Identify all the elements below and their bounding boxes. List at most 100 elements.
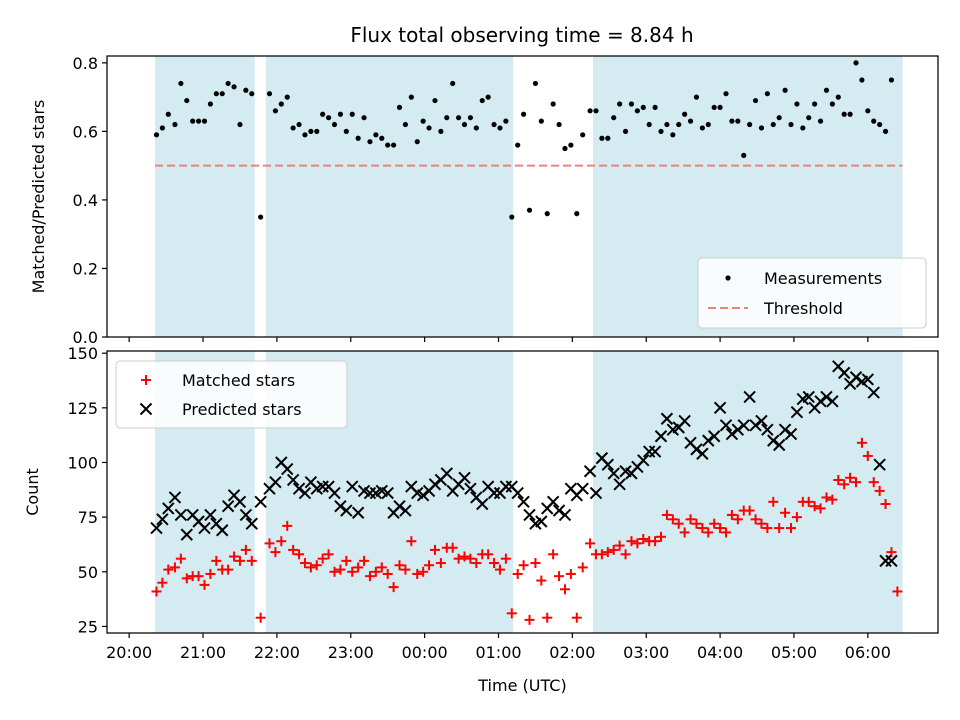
measurement-point [634, 108, 640, 114]
predicted-star-point [286, 473, 300, 487]
measurement-point [272, 108, 279, 114]
top-axes-frame [106, 55, 939, 338]
measurement-point [231, 84, 237, 90]
predicted-star-point [784, 427, 798, 441]
x-tick-label: 00:00 [402, 643, 448, 662]
x-tick-label: 06:00 [845, 643, 891, 662]
matched-star-point [548, 549, 559, 560]
measurement-point [515, 142, 521, 148]
matched-star-point [388, 582, 399, 593]
measurement-point [485, 94, 491, 100]
matched-star-point [276, 536, 287, 547]
matched-star-point [892, 586, 903, 597]
matched-star-point [750, 514, 761, 525]
measurement-point [314, 128, 320, 134]
matched-star-point [483, 549, 494, 560]
measurement-point [159, 125, 165, 131]
matched-star-point [596, 549, 607, 560]
measurement-point [747, 121, 753, 128]
predicted-star-point [654, 430, 668, 443]
measurement-point [503, 118, 509, 124]
predicted-star-point [873, 458, 886, 471]
measurement-point [266, 91, 273, 97]
predicted-star-point [499, 480, 513, 493]
measurement-point [258, 214, 264, 220]
matched-star-point [317, 553, 328, 564]
predicted-star-point [707, 430, 721, 443]
matched-star-point [471, 558, 482, 569]
predicted-star-point [535, 515, 548, 528]
matched-star-point [518, 560, 529, 571]
matched-star-point [715, 523, 726, 534]
matched-star-point [264, 538, 275, 549]
matched-star-point [768, 496, 779, 507]
legend-box [115, 360, 348, 429]
matched-star-point [780, 507, 791, 518]
matched-star-point [608, 544, 619, 555]
measurement-point [249, 91, 255, 97]
measurement-point [888, 77, 895, 83]
measurement-point [699, 125, 705, 131]
matched-star-point [229, 551, 240, 562]
predicted-star-point [837, 366, 851, 380]
matched-star-point [709, 518, 720, 529]
measurement-point [617, 101, 623, 107]
predicted-star-point [790, 406, 804, 419]
measurement-point [806, 115, 812, 121]
matched-star-point [614, 540, 625, 551]
measurement-point [367, 139, 373, 145]
predicted-star-point [245, 517, 258, 530]
predicted-star-point [523, 508, 536, 522]
measurement-point [414, 139, 420, 145]
y-tick-label: 50 [78, 563, 98, 582]
matched-star-point [638, 534, 649, 544]
matched-star-point [530, 558, 541, 569]
matched-star-point [839, 479, 850, 490]
legend-label-measurements: Measurements [764, 269, 882, 288]
matched-star-point [282, 520, 293, 531]
x-tick-label: 05:00 [771, 643, 817, 662]
measurement-point [178, 80, 184, 87]
matched-star-point [341, 555, 352, 566]
matched-star-point [880, 499, 891, 510]
matched-star-point [685, 514, 696, 525]
measurement-point [320, 111, 326, 117]
predicted-star-point [204, 508, 217, 522]
legend-marker-measurements [725, 275, 731, 281]
measurement-point [817, 118, 824, 124]
x-tick-label: 03:00 [623, 643, 669, 662]
x-tick-label: 20:00 [106, 643, 152, 662]
measurement-point [426, 125, 432, 131]
predicted-star-point [458, 471, 471, 484]
predicted-star-point [637, 454, 650, 467]
measurement-point [676, 121, 682, 128]
top-x-ticks [128, 337, 869, 342]
predicted-star-point [464, 482, 477, 495]
matched-star-point [193, 571, 204, 582]
predicted-star-point [755, 414, 768, 428]
predicted-star-point [254, 495, 267, 509]
measurement-point [847, 111, 853, 117]
measurement-point [379, 135, 385, 141]
matched-star-point [726, 509, 737, 520]
matched-star-point [851, 477, 862, 488]
measurement-point [599, 135, 605, 141]
measurement-point [473, 125, 479, 131]
matched-star-point [809, 501, 820, 512]
predicted-star-point [221, 500, 235, 513]
predicted-star-point [416, 489, 430, 502]
measurement-point [290, 125, 296, 131]
predicted-star-point [849, 371, 863, 384]
y-tick-label: 0.6 [73, 122, 98, 141]
y-tick-label: 0.4 [73, 191, 98, 210]
matched-star-point [447, 542, 458, 553]
predicted-star-point [601, 458, 615, 471]
measurement-point [479, 97, 485, 104]
measurement-point [782, 87, 788, 93]
measurement-point [278, 101, 284, 107]
predicted-star-point [678, 414, 691, 428]
matched-star-point [353, 562, 364, 573]
predicted-star-point [340, 504, 353, 517]
bottom-y-ticks: 25 50 75 100 125 150 [67, 344, 107, 636]
measurement-point [550, 101, 556, 107]
